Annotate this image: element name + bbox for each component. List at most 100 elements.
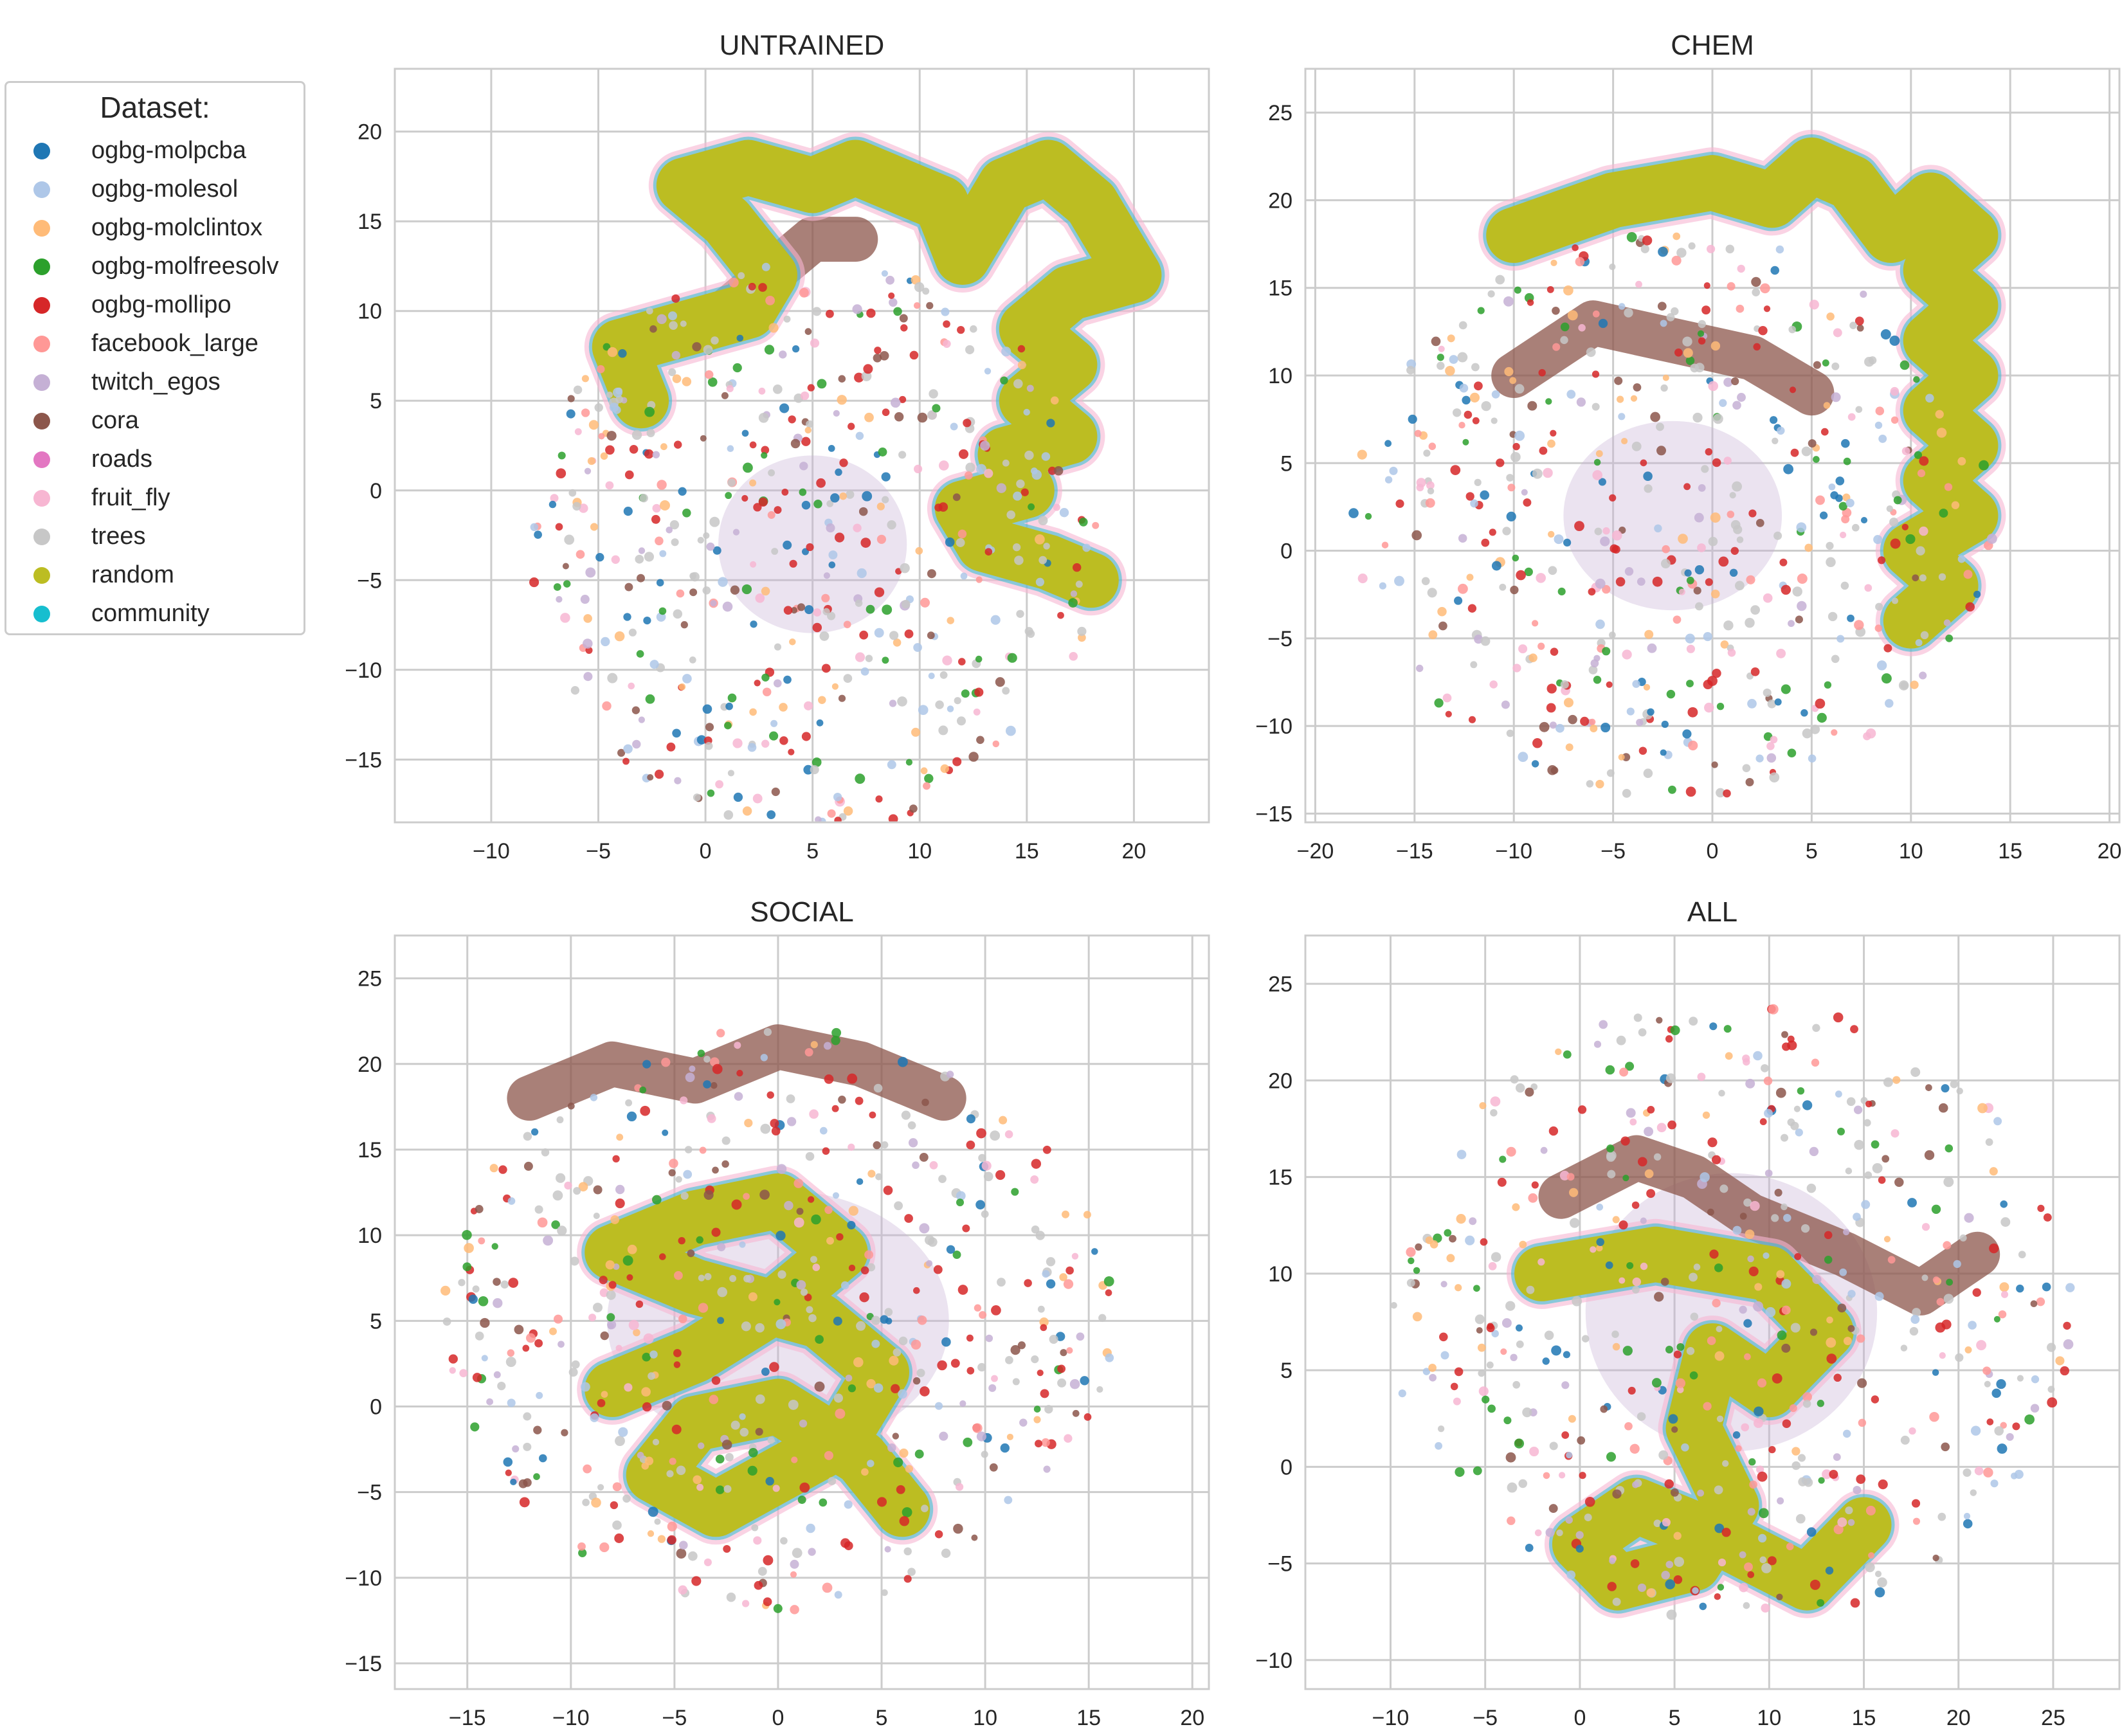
data-point — [1499, 1155, 1507, 1163]
data-point — [1581, 1335, 1590, 1343]
data-point — [523, 1132, 532, 1141]
data-point — [1919, 526, 1928, 536]
legend-item: ogbg-molfreesolv — [6, 247, 304, 285]
data-point — [1568, 714, 1577, 725]
data-point — [1606, 1452, 1617, 1462]
data-point — [966, 1140, 975, 1150]
data-point — [1622, 1346, 1633, 1356]
data-point — [645, 694, 655, 704]
data-point — [1607, 1582, 1617, 1591]
legend-item: facebook_large — [6, 324, 304, 363]
legend-marker — [33, 413, 50, 429]
data-point — [1518, 1479, 1528, 1488]
data-point — [1835, 1090, 1842, 1098]
data-point — [839, 458, 848, 467]
data-point — [1006, 1433, 1013, 1440]
data-point — [1546, 683, 1557, 694]
data-point — [2000, 1290, 2009, 1298]
data-point — [556, 1173, 566, 1183]
data-point — [761, 739, 770, 748]
data-point — [1721, 1528, 1731, 1537]
data-point — [1612, 1216, 1620, 1224]
data-point — [1017, 1341, 1026, 1350]
data-point — [1061, 1210, 1070, 1218]
data-point — [1543, 1472, 1550, 1479]
data-point — [721, 1136, 730, 1145]
data-point — [989, 1463, 998, 1472]
data-point — [856, 1321, 866, 1331]
data-point — [1839, 531, 1847, 539]
data-point — [1678, 534, 1688, 544]
data-point — [813, 608, 822, 617]
data-point — [1741, 1423, 1750, 1432]
data-point — [1727, 511, 1735, 518]
x-tick-label: 10 — [973, 1706, 997, 1730]
data-point — [1739, 1582, 1748, 1593]
data-point — [1561, 1381, 1570, 1389]
data-point — [539, 1454, 547, 1463]
data-point — [1755, 1465, 1764, 1474]
data-point — [736, 334, 744, 342]
data-point — [1575, 1531, 1584, 1539]
data-point — [1801, 446, 1811, 457]
subplot-title: SOCIAL — [750, 896, 853, 928]
legend-label: trees — [91, 523, 146, 550]
data-point — [1576, 397, 1586, 407]
data-point — [1440, 1281, 1447, 1288]
data-point — [1596, 1238, 1604, 1247]
legend-marker — [33, 451, 50, 468]
data-point — [828, 445, 835, 452]
data-point — [605, 481, 614, 490]
data-point — [1929, 1411, 1939, 1422]
data-point — [1838, 502, 1847, 511]
data-point — [1384, 476, 1393, 484]
data-point — [1714, 1593, 1721, 1600]
data-point — [1754, 1283, 1763, 1291]
data-point — [1737, 393, 1746, 402]
data-point — [1804, 1478, 1813, 1487]
data-point — [667, 311, 678, 321]
data-point — [1644, 1126, 1654, 1137]
data-point — [889, 298, 898, 307]
data-point — [810, 338, 820, 348]
data-point — [1001, 347, 1011, 357]
data-point — [1792, 586, 1802, 597]
data-point — [1898, 680, 1909, 691]
data-point — [1717, 1584, 1725, 1591]
data-point — [1429, 1373, 1437, 1382]
data-point — [744, 1118, 753, 1128]
data-point — [1600, 536, 1610, 547]
data-point — [1885, 699, 1894, 708]
data-point — [1644, 1169, 1654, 1179]
data-point — [703, 1558, 712, 1566]
data-point — [1550, 429, 1557, 437]
data-point — [1747, 1571, 1755, 1578]
data-point — [1719, 1184, 1728, 1193]
data-point — [1720, 640, 1729, 649]
data-point — [848, 1384, 857, 1393]
data-point — [1043, 543, 1050, 550]
data-point — [819, 1498, 828, 1507]
data-point — [658, 607, 667, 615]
data-point — [800, 391, 810, 401]
data-point — [736, 1069, 743, 1077]
data-point — [1379, 582, 1386, 590]
data-point — [1901, 447, 1910, 455]
data-point — [610, 1215, 620, 1224]
data-point — [558, 451, 566, 460]
data-point — [779, 736, 788, 745]
data-point — [1563, 1050, 1572, 1059]
data-point — [1964, 1346, 1972, 1353]
data-point — [893, 1457, 903, 1467]
data-point — [1103, 1276, 1114, 1287]
data-point — [1790, 1121, 1799, 1130]
data-point — [1473, 381, 1483, 391]
legend-label: ogbg-mollipo — [91, 291, 231, 318]
data-point — [1894, 1177, 1904, 1188]
data-point — [980, 440, 990, 451]
data-point — [1389, 466, 1398, 475]
data-point — [761, 586, 770, 596]
data-point — [606, 1313, 615, 1322]
data-point — [1575, 1544, 1584, 1553]
data-point — [491, 1243, 498, 1250]
